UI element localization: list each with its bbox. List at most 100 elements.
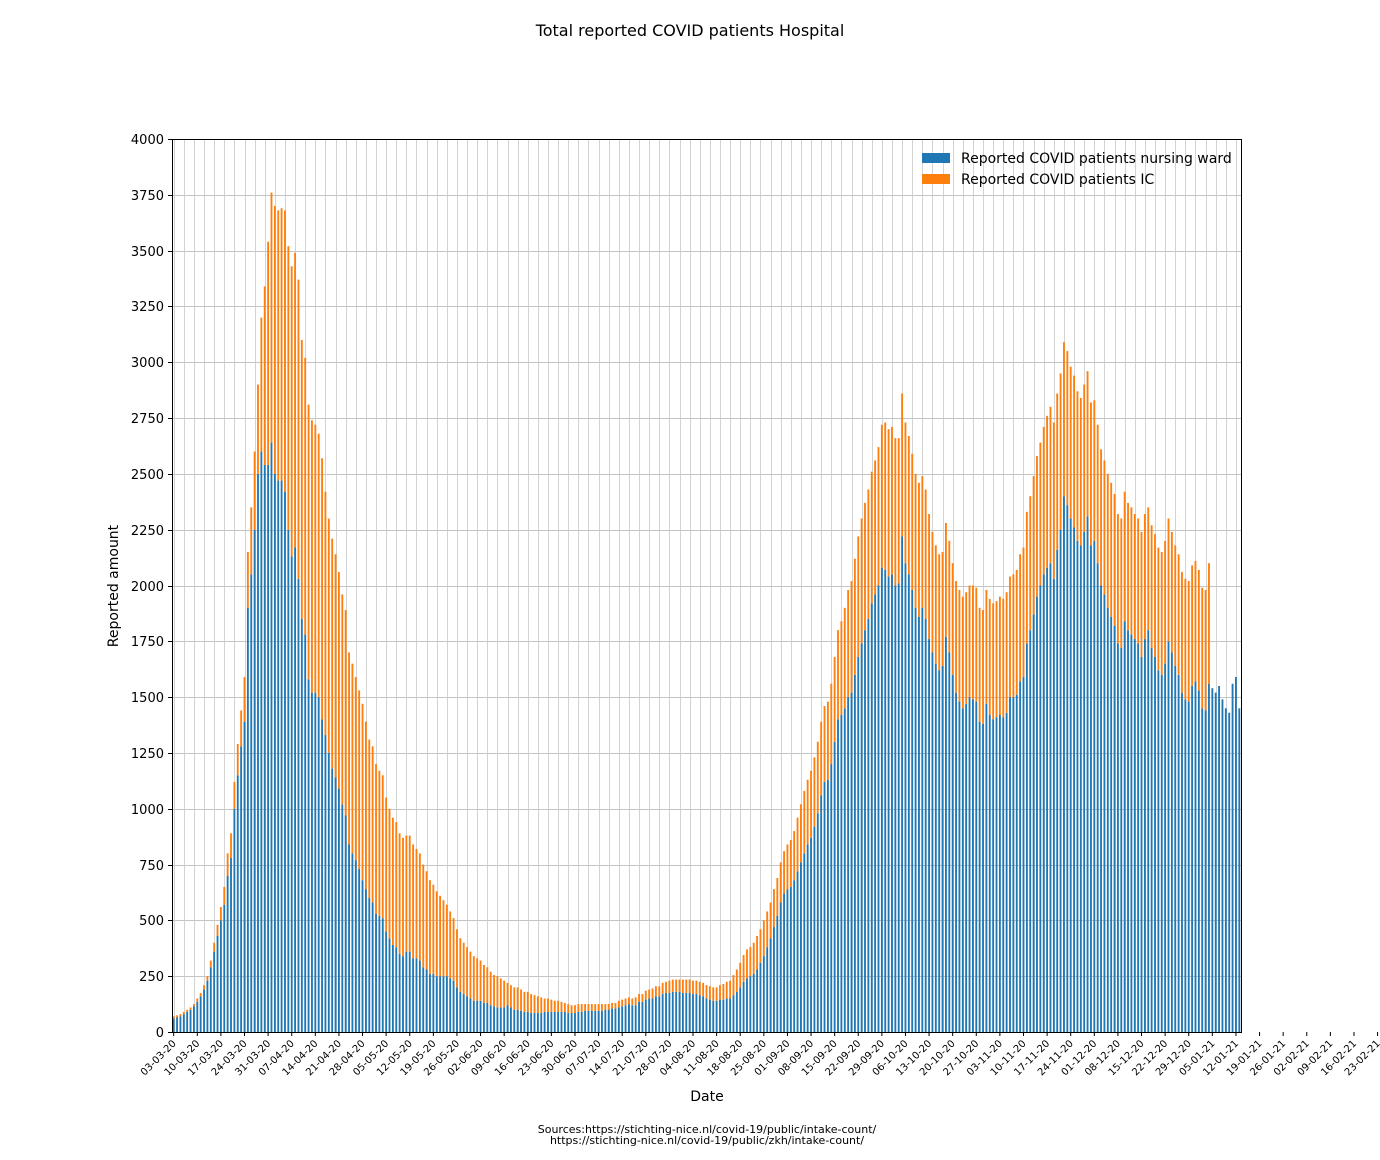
bar-ic [445, 904, 448, 977]
bar-nursing-ward [847, 697, 850, 1032]
bar-ic [978, 607, 981, 722]
bar-nursing-ward [924, 618, 927, 1032]
bar-ic [938, 554, 941, 671]
bar-ic [574, 1005, 576, 1014]
bar-nursing-ward [938, 670, 941, 1032]
bar-ic [739, 962, 742, 988]
legend-label-nursing-ward: Reported COVID patients nursing ward [961, 151, 1232, 167]
bar-nursing-ward [1022, 677, 1025, 1032]
bar-nursing-ward [971, 699, 974, 1032]
bar-ic [688, 979, 691, 993]
bar-ic [405, 835, 408, 952]
bar-ic [705, 985, 708, 999]
bar-ic [547, 998, 549, 1012]
bar-nursing-ward [1025, 643, 1028, 1032]
bar-nursing-ward [857, 656, 860, 1032]
bar-ic [553, 1000, 556, 1012]
bar-nursing-ward [813, 826, 816, 1032]
bar-nursing-ward [837, 719, 839, 1032]
bar-ic [1194, 560, 1197, 682]
bar-ic [226, 853, 229, 876]
bar-nursing-ward [469, 998, 472, 1032]
bar-ic [523, 991, 526, 1012]
bar-nursing-ward [725, 998, 728, 1032]
bar-nursing-ward [968, 697, 971, 1032]
bar-nursing-ward [1039, 585, 1042, 1032]
bar-nursing-ward [1046, 567, 1049, 1032]
bar-nursing-ward [941, 665, 944, 1032]
legend-label-ic: Reported COVID patients IC [961, 172, 1155, 188]
bar-ic [1022, 547, 1025, 678]
bar-ic [1208, 563, 1210, 684]
source-line-2: https://stichting-nice.nl/covid-19/publi… [549, 1134, 865, 1147]
bar-nursing-ward [918, 616, 920, 1032]
bar-nursing-ward [506, 1005, 509, 1032]
bar-nursing-ward [907, 574, 910, 1032]
bar-ic [334, 554, 337, 778]
bar-ic [550, 999, 553, 1012]
bar-nursing-ward [257, 473, 259, 1032]
bar-nursing-ward [557, 1011, 560, 1032]
bar-ic [766, 911, 769, 948]
bar-ic [843, 607, 846, 709]
bar-ic [995, 601, 998, 718]
bar-nursing-ward [253, 529, 256, 1032]
bar-nursing-ward [311, 692, 313, 1032]
bar-nursing-ward [462, 994, 465, 1032]
bar-ic [466, 947, 468, 997]
bar-ic [203, 985, 205, 990]
bar-nursing-ward [692, 994, 694, 1032]
bar-nursing-ward [985, 703, 988, 1032]
bar-ic [729, 980, 732, 999]
bar-nursing-ward [520, 1010, 522, 1032]
bar-nursing-ward [236, 775, 239, 1032]
bar-ic [1147, 507, 1150, 631]
bar-ic [634, 997, 637, 1006]
bar-nursing-ward [547, 1011, 549, 1032]
bar-ic [182, 1011, 185, 1015]
bar-nursing-ward [1238, 708, 1241, 1032]
bar-ic [961, 596, 964, 709]
bar-nursing-ward [853, 674, 856, 1032]
bar-nursing-ward [509, 1007, 512, 1032]
bar-nursing-ward [574, 1013, 576, 1032]
bar-ic [1150, 525, 1153, 649]
bar-nursing-ward [395, 947, 398, 1032]
bar-nursing-ward [277, 480, 280, 1032]
bar-nursing-ward [705, 998, 708, 1032]
bar-ic [1093, 400, 1096, 541]
bar-nursing-ward [951, 674, 954, 1032]
bar-marks [172, 192, 1241, 1032]
bar-nursing-ward [1181, 692, 1183, 1032]
bar-nursing-ward [246, 607, 249, 1032]
bar-ic [614, 1002, 617, 1009]
bar-ic [358, 690, 361, 870]
bar-nursing-ward [186, 1011, 189, 1032]
bar-ic [1110, 482, 1113, 617]
bar-nursing-ward [688, 992, 691, 1032]
bar-nursing-ward [432, 973, 435, 1032]
bar-nursing-ward [199, 996, 202, 1032]
bar-nursing-ward [327, 752, 330, 1032]
bar-ic [759, 929, 762, 963]
bar-ic [850, 581, 853, 693]
bar-ic [273, 205, 276, 474]
bar-nursing-ward [1208, 683, 1210, 1032]
bar-ic [931, 531, 934, 653]
bar-nursing-ward [671, 991, 674, 1032]
bar-ic [1019, 554, 1022, 682]
bar-ic [1042, 426, 1045, 575]
bar-nursing-ward [284, 491, 286, 1032]
bar-ic [186, 1009, 189, 1012]
bar-nursing-ward [1154, 656, 1156, 1032]
bar-nursing-ward [773, 927, 775, 1032]
bar-nursing-ward [833, 741, 836, 1032]
bar-nursing-ward [1009, 697, 1011, 1032]
bar-nursing-ward [860, 643, 863, 1032]
bar-nursing-ward [550, 1011, 553, 1032]
bar-ic [1069, 366, 1072, 519]
bar-ic [752, 942, 755, 974]
legend: Reported COVID patients nursing ward Rep… [922, 151, 1232, 188]
bar-nursing-ward [476, 1000, 479, 1032]
bar-nursing-ward [429, 973, 431, 1032]
